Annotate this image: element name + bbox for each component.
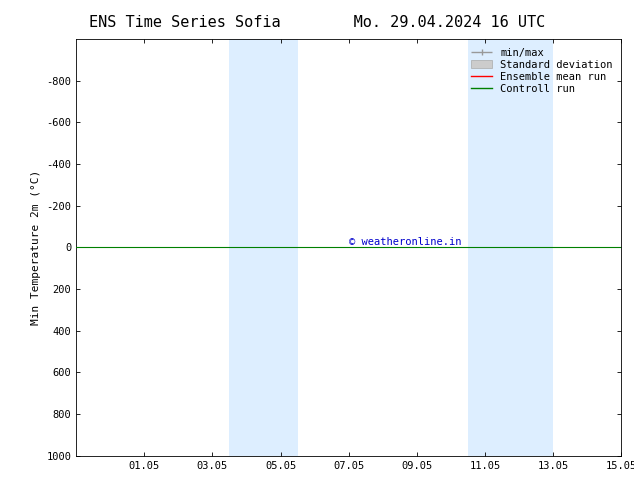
Bar — [468, 39, 553, 456]
Y-axis label: Min Temperature 2m (°C): Min Temperature 2m (°C) — [30, 170, 41, 325]
Legend: min/max, Standard deviation, Ensemble mean run, Controll run: min/max, Standard deviation, Ensemble me… — [468, 45, 616, 97]
Text: ENS Time Series Sofia        Mo. 29.04.2024 16 UTC: ENS Time Series Sofia Mo. 29.04.2024 16 … — [89, 15, 545, 30]
Text: © weatheronline.in: © weatheronline.in — [349, 238, 461, 247]
Bar — [230, 39, 297, 456]
